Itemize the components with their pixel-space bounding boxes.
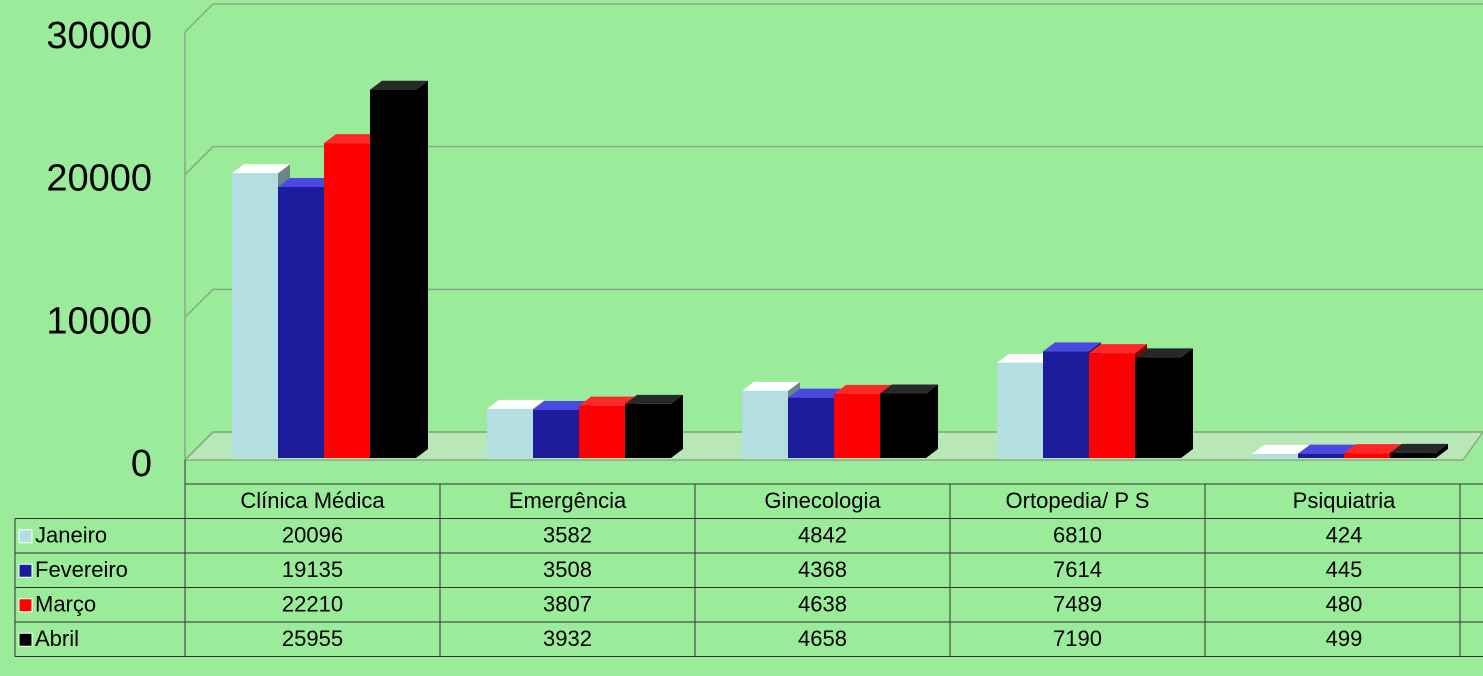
x-tick-label: Emergência: [509, 488, 627, 513]
table-value: 19135: [282, 557, 343, 582]
table-value: 4368: [798, 557, 847, 582]
table-value: 4842: [798, 523, 847, 548]
bar: [1344, 453, 1390, 458]
x-tick-label: Ortopedia/ P S: [1006, 488, 1150, 513]
bar-top: [1298, 444, 1356, 454]
table-value: 6810: [1053, 523, 1102, 548]
bar: [1252, 453, 1298, 458]
table-value: 3932: [543, 626, 592, 651]
bar-top: [370, 80, 428, 90]
bar-top: [1043, 342, 1101, 352]
table-value: 22210: [282, 592, 343, 617]
table-value: 7190: [1053, 626, 1102, 651]
bar: [834, 393, 880, 458]
bar: [1135, 357, 1181, 458]
bar: [742, 390, 788, 458]
bar-top: [579, 396, 637, 406]
legend-label: Janeiro: [35, 523, 107, 548]
legend-swatch: [18, 563, 33, 578]
bar: [278, 187, 324, 459]
bar: [1089, 353, 1135, 458]
bar-top: [625, 394, 683, 404]
bar: [1298, 453, 1344, 458]
bar-top: [788, 388, 846, 398]
bar-top: [742, 381, 800, 391]
bar: [625, 403, 671, 458]
grid-line: [184, 3, 1483, 33]
table-value: 445: [1326, 557, 1363, 582]
bar: [1390, 452, 1436, 458]
bar-side: [416, 80, 428, 458]
bar-top: [324, 134, 382, 144]
legend-swatch: [18, 529, 33, 544]
x-tick-label: Clínica Médica: [240, 488, 385, 513]
bar: [1043, 351, 1089, 458]
bar: [997, 362, 1043, 458]
y-tick-label: 0: [131, 443, 152, 485]
table-value: 25955: [282, 626, 343, 651]
legend-label: Abril: [35, 626, 79, 651]
bar-top: [232, 164, 290, 174]
bar: [324, 143, 370, 458]
bar-side: [671, 394, 683, 458]
y-tick-label: 20000: [46, 158, 152, 200]
table-value: 3807: [543, 592, 592, 617]
bar-top: [1252, 444, 1310, 454]
bar-top: [487, 399, 545, 409]
legend-swatch: [18, 632, 33, 647]
x-tick-label: Ginecologia: [764, 488, 881, 513]
bar: [232, 173, 278, 459]
bar: [579, 405, 625, 458]
bar-top: [1089, 344, 1147, 354]
table-value: 4638: [798, 592, 847, 617]
table-value: 20096: [282, 523, 343, 548]
bar-side: [926, 384, 938, 458]
bar-side: [1436, 443, 1448, 458]
table-value: 7614: [1053, 557, 1102, 582]
table-value: 7489: [1053, 592, 1102, 617]
legend-label: Fevereiro: [35, 557, 128, 582]
y-tick-label: 30000: [46, 15, 152, 57]
bar-top: [880, 384, 938, 394]
legend-label: Março: [35, 592, 96, 617]
bar-top: [1135, 348, 1193, 358]
table-value: 3508: [543, 557, 592, 582]
bar: [533, 409, 579, 458]
bar-top: [1344, 444, 1402, 454]
bar: [880, 393, 926, 458]
legend-swatch: [18, 598, 33, 613]
bar-top: [1390, 443, 1448, 453]
bar-top: [834, 384, 892, 394]
y-tick-label: 10000: [46, 300, 152, 342]
bar: [370, 89, 416, 458]
bar-top: [533, 400, 591, 410]
table-value: 480: [1326, 592, 1363, 617]
x-tick-label: Psiquiatria: [1293, 488, 1396, 513]
grid-line: [184, 288, 1483, 318]
grid-line: [184, 145, 1483, 176]
bar-top: [278, 178, 336, 188]
bar: [788, 397, 834, 458]
table-value: 424: [1326, 523, 1363, 548]
table-value: 499: [1326, 626, 1363, 651]
bar-top: [997, 353, 1055, 363]
table-value: 3582: [543, 523, 592, 548]
bar: [487, 408, 533, 458]
bar-side: [1181, 348, 1193, 458]
table-value: 4658: [798, 626, 847, 651]
